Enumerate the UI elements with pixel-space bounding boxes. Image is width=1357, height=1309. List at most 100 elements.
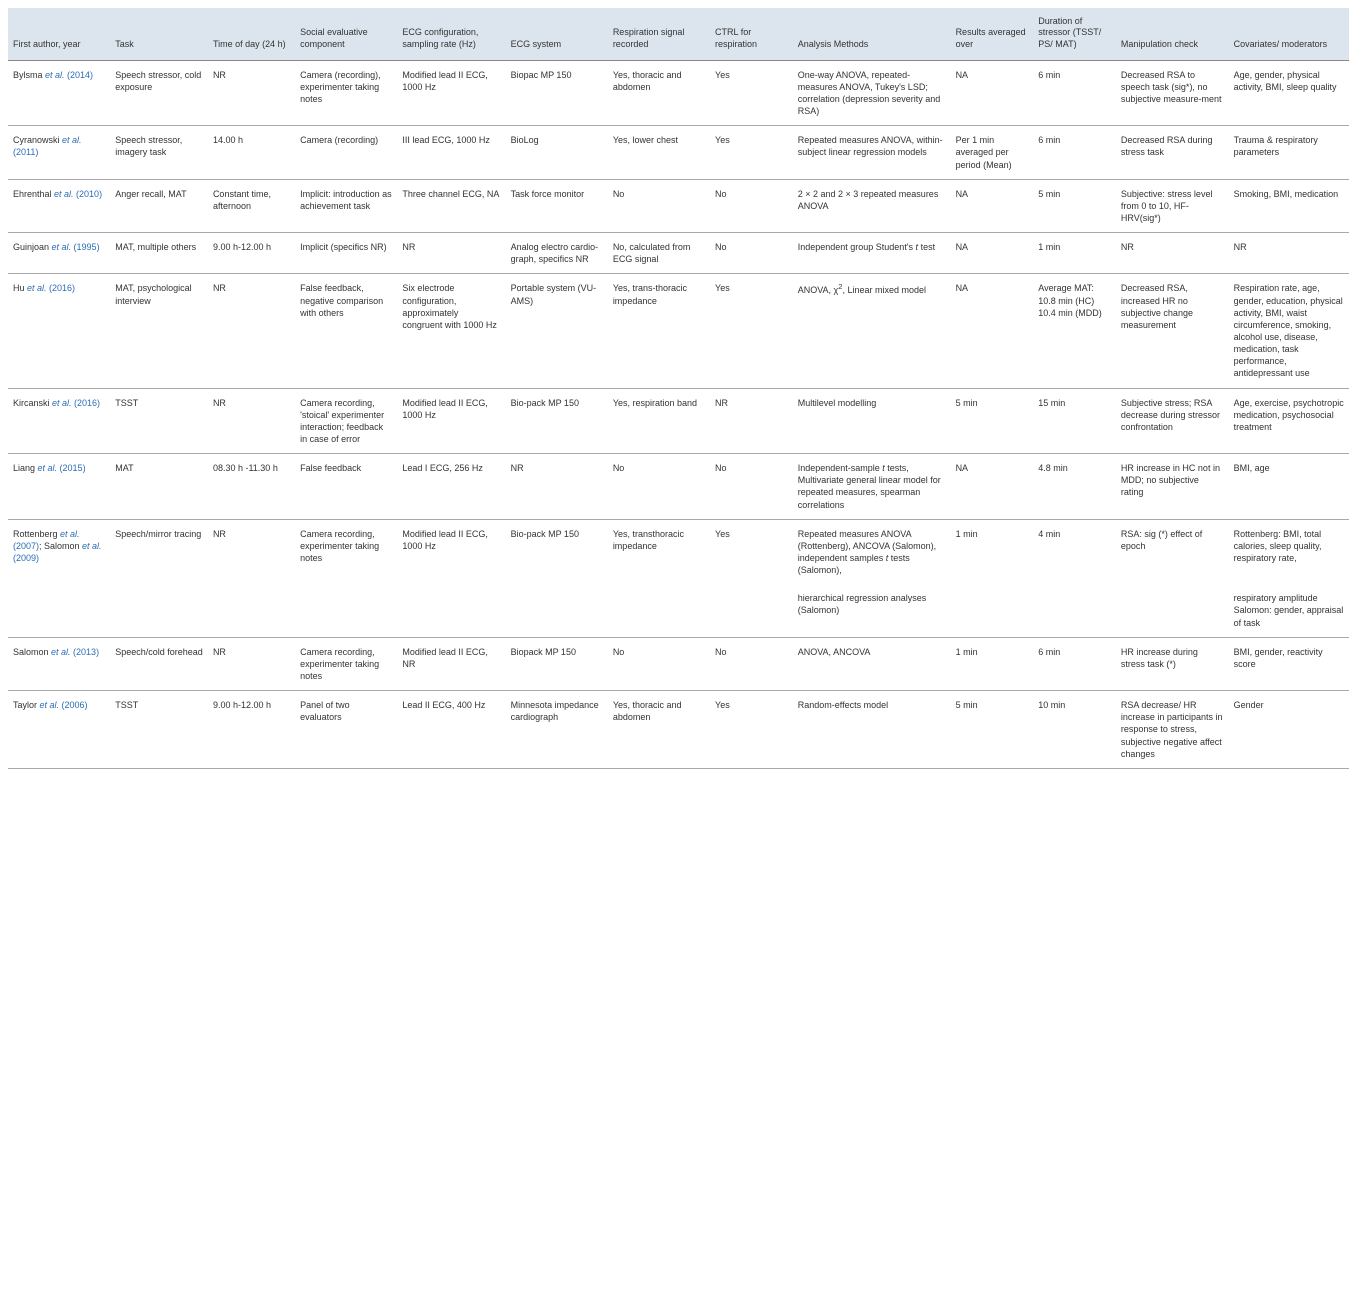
cell-social: Camera recording, experimenter taking no… <box>295 637 397 690</box>
cell-ecg-system: Bio-pack MP 150 <box>506 388 608 454</box>
col-header-9: Results averaged over <box>951 8 1034 60</box>
col-header-6: Respiration signal recorded <box>608 8 710 60</box>
cell-ecg-config: NR <box>397 233 505 274</box>
cell-social <box>295 584 397 637</box>
table-row: Guinjoan et al. (1995)MAT, multiple othe… <box>8 233 1349 274</box>
cell-averaged: 5 min <box>951 691 1034 769</box>
cell-ecg-system <box>506 584 608 637</box>
cell-respiration: Yes, thoracic and abdomen <box>608 60 710 126</box>
table-row: Salomon et al. (2013)Speech/cold forehea… <box>8 637 1349 690</box>
cell-task: MAT <box>110 454 208 520</box>
cell-respiration: No <box>608 454 710 520</box>
cell-manipulation <box>1116 584 1229 637</box>
cell-ecg-config: Modified lead II ECG, 1000 Hz <box>397 60 505 126</box>
cell-covariates: Trauma & respiratory parameters <box>1229 126 1349 179</box>
cell-social: Camera (recording), experimenter taking … <box>295 60 397 126</box>
cell-ecg-config: Three channel ECG, NA <box>397 179 505 232</box>
cell-respiration: No, calculated from ECG signal <box>608 233 710 274</box>
cell-task <box>110 584 208 637</box>
cell-manipulation: Subjective stress; RSA decrease during s… <box>1116 388 1229 454</box>
cell-covariates: Age, gender, physical activity, BMI, sle… <box>1229 60 1349 126</box>
cell-time: NR <box>208 274 295 388</box>
cell-time: NR <box>208 388 295 454</box>
cell-ctrl: No <box>710 637 793 690</box>
cell-respiration: Yes, transthoracic impedance <box>608 519 710 584</box>
cell-ecg-config: Lead II ECG, 400 Hz <box>397 691 505 769</box>
cell-ecg-system: Portable system (VU-AMS) <box>506 274 608 388</box>
cell-covariates: Rottenberg: BMI, total calories, sleep q… <box>1229 519 1349 584</box>
col-header-4: ECG configuration, sampling rate (Hz) <box>397 8 505 60</box>
cell-social: Implicit: introduction as achievement ta… <box>295 179 397 232</box>
cell-averaged: NA <box>951 454 1034 520</box>
cell-author: Taylor et al. (2006) <box>8 691 110 769</box>
col-header-3: Social evaluative component <box>295 8 397 60</box>
cell-social: Camera (recording) <box>295 126 397 179</box>
col-header-12: Covariates/ moderators <box>1229 8 1349 60</box>
cell-time: NR <box>208 637 295 690</box>
cell-respiration: No <box>608 179 710 232</box>
cell-task: Speech/cold forehead <box>110 637 208 690</box>
cell-respiration: Yes, lower chest <box>608 126 710 179</box>
cell-author <box>8 584 110 637</box>
col-header-0: First author, year <box>8 8 110 60</box>
cell-duration: 6 min <box>1033 60 1116 126</box>
col-header-10: Duration of stressor (TSST/ PS/ MAT) <box>1033 8 1116 60</box>
cell-author: Hu et al. (2016) <box>8 274 110 388</box>
cell-ecg-system: Biopac MP 150 <box>506 60 608 126</box>
cell-averaged <box>951 584 1034 637</box>
cell-ecg-system: Task force monitor <box>506 179 608 232</box>
cell-ecg-config: Modified lead II ECG, 1000 Hz <box>397 388 505 454</box>
cell-ecg-system: NR <box>506 454 608 520</box>
cell-task: MAT, multiple others <box>110 233 208 274</box>
cell-time: 9.00 h-12.00 h <box>208 691 295 769</box>
cell-author: Bylsma et al. (2014) <box>8 60 110 126</box>
cell-author: Kircanski et al. (2016) <box>8 388 110 454</box>
cell-ecg-config: Modified lead II ECG, NR <box>397 637 505 690</box>
cell-social: Camera recording, 'stoical' experimenter… <box>295 388 397 454</box>
cell-respiration <box>608 584 710 637</box>
cell-averaged: Per 1 min averaged per period (Mean) <box>951 126 1034 179</box>
cell-respiration: Yes, respiration band <box>608 388 710 454</box>
cell-averaged: NA <box>951 179 1034 232</box>
cell-covariates: BMI, age <box>1229 454 1349 520</box>
cell-manipulation: Decreased RSA during stress task <box>1116 126 1229 179</box>
table-row: Ehrenthal et al. (2010)Anger recall, MAT… <box>8 179 1349 232</box>
cell-covariates: Gender <box>1229 691 1349 769</box>
cell-task: Speech stressor, imagery task <box>110 126 208 179</box>
cell-time: 9.00 h-12.00 h <box>208 233 295 274</box>
table-row: hierarchical regression analyses (Salomo… <box>8 584 1349 637</box>
cell-ecg-system: Bio-pack MP 150 <box>506 519 608 584</box>
cell-task: Anger recall, MAT <box>110 179 208 232</box>
cell-ctrl: Yes <box>710 274 793 388</box>
cell-author: Guinjoan et al. (1995) <box>8 233 110 274</box>
table-row: Hu et al. (2016)MAT, psychological inter… <box>8 274 1349 388</box>
cell-manipulation: Decreased RSA, increased HR no subjectiv… <box>1116 274 1229 388</box>
cell-time <box>208 584 295 637</box>
cell-ecg-config <box>397 584 505 637</box>
col-header-1: Task <box>110 8 208 60</box>
cell-covariates: respiratory amplitude Salomon: gender, a… <box>1229 584 1349 637</box>
cell-manipulation: Decreased RSA to speech task (sig*), no … <box>1116 60 1229 126</box>
cell-ecg-system: Minnesota impedance cardiograph <box>506 691 608 769</box>
cell-averaged: NA <box>951 274 1034 388</box>
cell-covariates: BMI, gender, reactivity score <box>1229 637 1349 690</box>
cell-analysis: Random-effects model <box>793 691 951 769</box>
cell-social: False feedback, negative comparison with… <box>295 274 397 388</box>
cell-ecg-config: Modified lead II ECG, 1000 Hz <box>397 519 505 584</box>
cell-author: Liang et al. (2015) <box>8 454 110 520</box>
cell-duration <box>1033 584 1116 637</box>
cell-time: 14.00 h <box>208 126 295 179</box>
cell-author: Rottenberg et al. (2007); Salomon et al.… <box>8 519 110 584</box>
cell-social: Panel of two evaluators <box>295 691 397 769</box>
table-row: Taylor et al. (2006)TSST9.00 h-12.00 hPa… <box>8 691 1349 769</box>
cell-duration: 4.8 min <box>1033 454 1116 520</box>
cell-covariates: Smoking, BMI, medication <box>1229 179 1349 232</box>
cell-averaged: 1 min <box>951 519 1034 584</box>
table-body: Bylsma et al. (2014)Speech stressor, col… <box>8 60 1349 768</box>
cell-ctrl <box>710 584 793 637</box>
cell-ctrl: No <box>710 233 793 274</box>
cell-analysis: Repeated measures ANOVA (Rottenberg), AN… <box>793 519 951 584</box>
cell-covariates: NR <box>1229 233 1349 274</box>
table-row: Kircanski et al. (2016)TSSTNRCamera reco… <box>8 388 1349 454</box>
cell-task: Speech/mirror tracing <box>110 519 208 584</box>
